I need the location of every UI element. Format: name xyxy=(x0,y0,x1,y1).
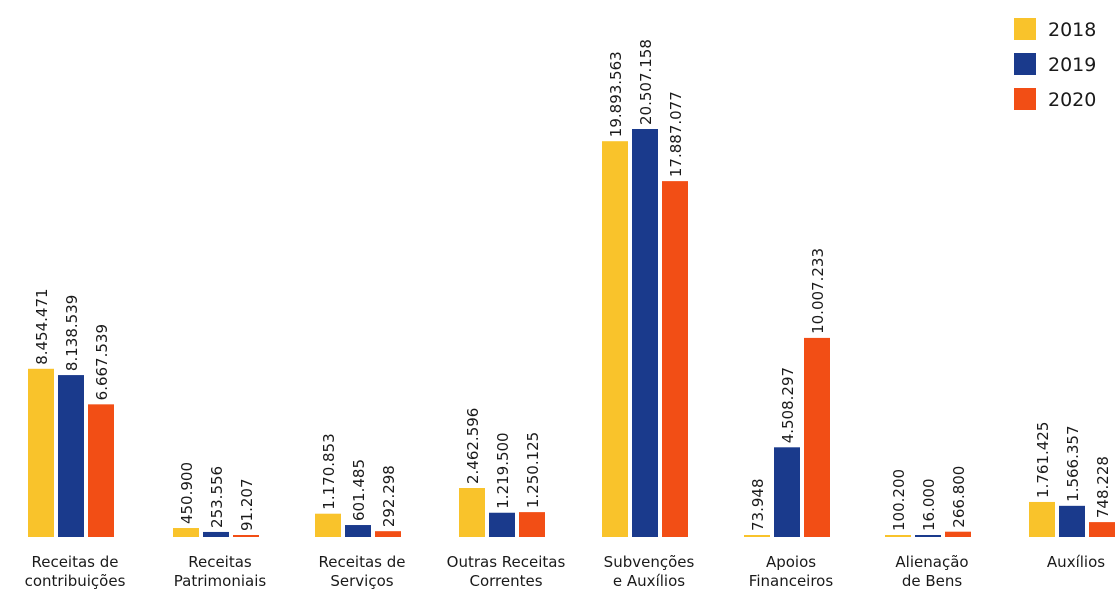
bar-2018-4 xyxy=(602,141,628,538)
bar-2019-3 xyxy=(489,512,515,537)
bar-2020-0 xyxy=(88,404,114,537)
value-label-2018-6: 100.200 xyxy=(890,469,908,531)
category-label-1-line-0: Receitas xyxy=(188,553,252,571)
category-label-0-line-1: contribuições xyxy=(25,572,126,590)
value-label-2018-4: 19.893.563 xyxy=(607,51,625,137)
legend-label-2018: 2018 xyxy=(1048,19,1096,41)
value-label-2020-1: 91.207 xyxy=(238,479,256,532)
bar-2019-6 xyxy=(915,535,941,537)
value-label-2019-3: 1.219.500 xyxy=(494,432,512,508)
bar-2018-3 xyxy=(459,488,485,537)
value-label-2020-5: 10.007.233 xyxy=(809,248,827,334)
bar-2018-1 xyxy=(173,528,199,537)
category-label-7-line-0: Auxílios xyxy=(1047,553,1105,571)
bar-2020-2 xyxy=(375,531,401,537)
value-label-2020-7: 748.228 xyxy=(1094,456,1112,518)
value-label-2018-1: 450.900 xyxy=(178,462,196,524)
category-label-3-line-0: Outras Receitas xyxy=(447,553,566,571)
value-label-2019-4: 20.507.158 xyxy=(637,39,655,125)
category-label-5-line-0: Apoios xyxy=(766,553,816,571)
value-label-2019-7: 1.566.357 xyxy=(1064,425,1082,501)
category-label-4-line-1: e Auxílios xyxy=(613,572,685,590)
value-label-2020-0: 6.667.539 xyxy=(93,324,111,400)
value-label-2019-2: 601.485 xyxy=(350,459,368,521)
legend-label-2020: 2020 xyxy=(1048,89,1096,111)
bar-2019-1 xyxy=(203,531,229,537)
bar-2018-7 xyxy=(1029,501,1055,537)
category-labels-group: Receitas decontribuiçõesReceitasPatrimon… xyxy=(25,553,1106,590)
category-label-0-line-0: Receitas de xyxy=(31,553,118,571)
value-label-2020-2: 292.298 xyxy=(380,465,398,527)
bar-2020-5 xyxy=(804,337,830,537)
bar-2020-7 xyxy=(1089,522,1115,537)
value-label-2020-4: 17.887.077 xyxy=(667,91,685,177)
category-label-6-line-1: de Bens xyxy=(902,572,963,590)
bar-2020-1 xyxy=(233,535,259,537)
bar-2018-2 xyxy=(315,513,341,537)
legend-label-2019: 2019 xyxy=(1048,54,1096,76)
legend-swatch-2019 xyxy=(1014,53,1036,75)
category-label-2-line-1: Serviços xyxy=(330,572,393,590)
bar-2020-6 xyxy=(945,531,971,537)
value-label-2019-6: 16.000 xyxy=(920,479,938,532)
category-label-5-line-1: Financeiros xyxy=(749,572,834,590)
value-label-2018-7: 1.761.425 xyxy=(1034,422,1052,498)
bar-2019-0 xyxy=(58,375,84,537)
bar-2018-0 xyxy=(28,368,54,537)
value-label-2018-3: 2.462.596 xyxy=(464,408,482,484)
value-label-2020-6: 266.800 xyxy=(950,466,968,528)
category-label-1-line-1: Patrimoniais xyxy=(174,572,267,590)
bar-2020-3 xyxy=(519,512,545,537)
value-label-2018-5: 73.948 xyxy=(749,479,767,532)
value-label-2019-1: 253.556 xyxy=(208,466,226,528)
value-label-2020-3: 1.250.125 xyxy=(524,432,542,508)
value-label-2019-5: 4.508.297 xyxy=(779,367,797,443)
bar-2019-4 xyxy=(632,129,658,537)
value-label-2018-0: 8.454.471 xyxy=(33,288,51,364)
value-label-2018-2: 1.170.853 xyxy=(320,433,338,509)
category-label-6-line-0: Alienação xyxy=(895,553,968,571)
bar-2019-5 xyxy=(774,447,800,537)
bar-2018-6 xyxy=(885,535,911,537)
bar-2019-2 xyxy=(345,525,371,537)
category-label-2-line-0: Receitas de xyxy=(318,553,405,571)
bars-group xyxy=(28,129,1115,538)
legend: 2018 2019 2020 xyxy=(1014,18,1096,111)
legend-swatch-2018 xyxy=(1014,18,1036,40)
bar-2019-7 xyxy=(1059,505,1085,537)
value-label-2019-0: 8.138.539 xyxy=(63,295,81,371)
value-labels-group: 8.454.471 8.138.539 6.667.539 450.900 253.55… xyxy=(33,39,1112,531)
category-label-4-line-0: Subvenções xyxy=(604,553,695,571)
bar-2018-5 xyxy=(744,535,770,537)
legend-swatch-2020 xyxy=(1014,88,1036,110)
category-label-3-line-1: Correntes xyxy=(469,572,542,590)
bar-2020-4 xyxy=(662,181,688,537)
